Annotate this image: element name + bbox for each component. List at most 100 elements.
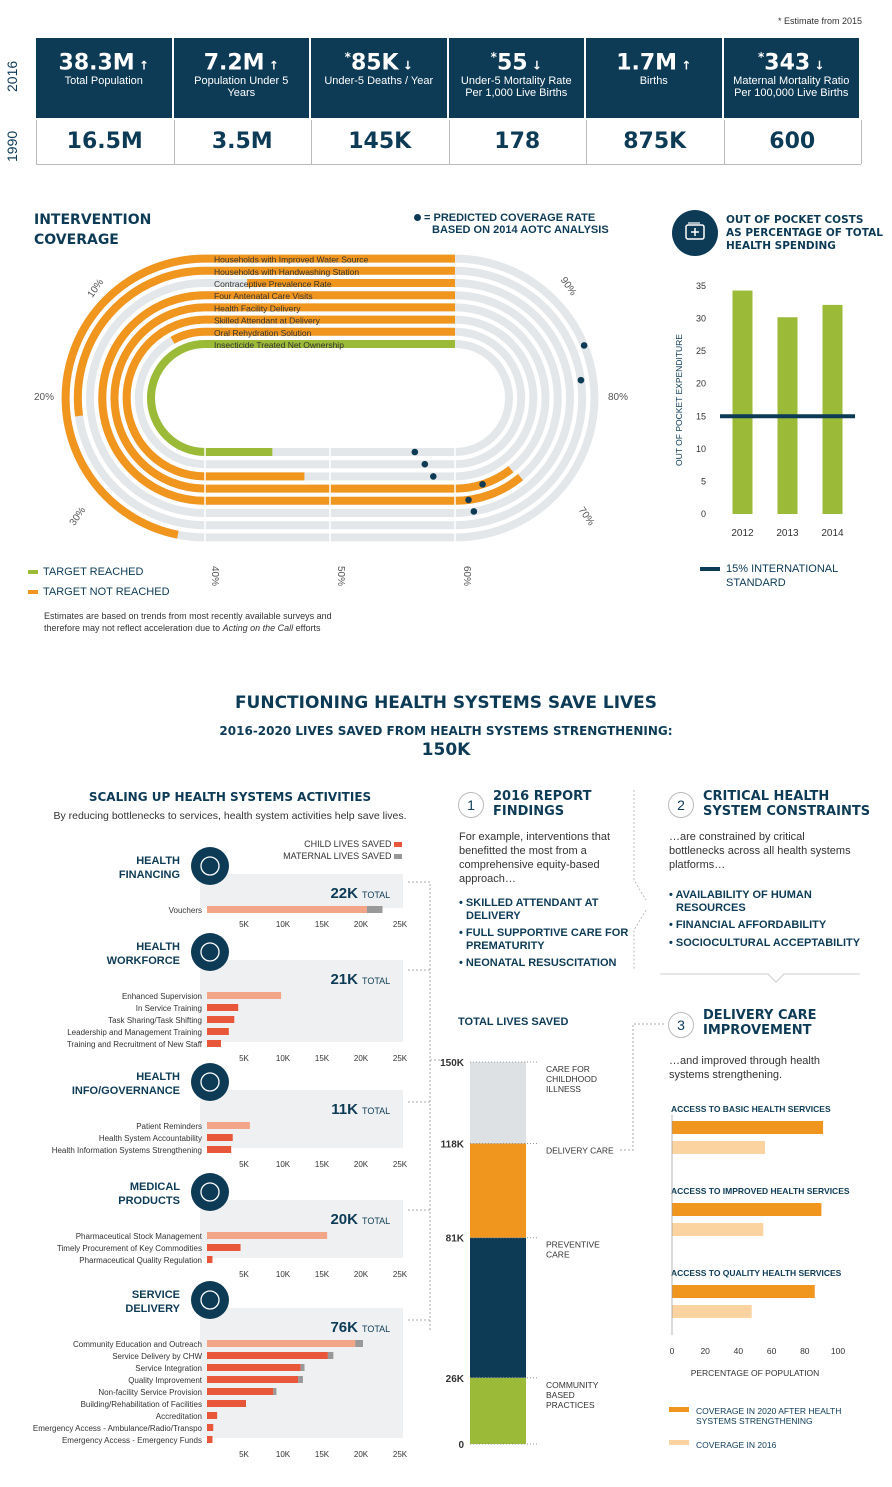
activity-xtick: 15K (315, 1270, 330, 1279)
coverage-title-line2: COVERAGE (34, 232, 119, 248)
child-bar (207, 1340, 356, 1347)
child-bar (207, 1256, 213, 1263)
stat-label: Under-5 Deaths / Year (324, 75, 434, 88)
coverage-label: Skilled Attendant at Delivery (214, 316, 321, 326)
child-bar (207, 1232, 328, 1239)
year-1990-label: 1990 (4, 130, 20, 162)
group-total-word: TOTAL (362, 1106, 390, 1116)
stat-value-text: 55 (496, 50, 528, 76)
maternal-swatch (394, 854, 402, 859)
activity-xtick: 20K (354, 1450, 369, 1459)
stat-1990-cell: 600 (723, 120, 861, 165)
activity-xtick: 10K (276, 1160, 291, 1169)
pct-label: 30% (68, 505, 89, 528)
activity-label: Accreditation (156, 1412, 202, 1421)
activity-xtick: 25K (393, 1054, 408, 1063)
stat-1990-cell: 875K (586, 120, 724, 165)
stat-2016-cell: *55 ↓ Under-5 Mortality Rate Per 1,000 Li… (448, 38, 584, 118)
finding-1-bullets: • SKILLED ATTENDANT AT DELIVERY • FULL SUP… (459, 892, 628, 970)
estimate-footnote: * Estimate from 2015 (777, 16, 862, 26)
predicted-legend-text: = PREDICTED COVERAGE RATE (424, 212, 596, 224)
pct-label: 90% (558, 275, 579, 298)
stat-1990-value: 3.5M (211, 129, 273, 154)
arrow-down-icon: ↓ (810, 58, 825, 73)
stat-1990-value: 875K (623, 129, 687, 154)
group-panel (200, 1308, 403, 1438)
stat-value-text: 85K (350, 50, 399, 76)
stat-2016-value: 1.7M ↑ (586, 50, 722, 75)
lives-segment-label: CARE FOR (546, 1064, 590, 1074)
access-xtick: 80 (800, 1346, 810, 1356)
group-panel (200, 874, 403, 908)
lives-ytick: 150K (440, 1058, 465, 1069)
target-reached-label: TARGET REACHED (43, 566, 144, 578)
stat-1990-cell: 3.5M (173, 120, 311, 165)
child-bar (207, 1376, 299, 1383)
monitor-icon-glyph (200, 1072, 220, 1092)
predicted-dot (421, 460, 429, 468)
group-name: SERVICE (132, 1289, 180, 1301)
maternal-bar (273, 1388, 277, 1395)
activity-xtick: 15K (315, 1160, 330, 1169)
oop-ytick: 30 (696, 314, 706, 324)
monitor-icon (191, 1063, 229, 1101)
activity-xtick: 20K (354, 1270, 369, 1279)
stat-1990-cell: 178 (448, 120, 586, 165)
lives-ytick: 118K (441, 1139, 465, 1150)
wallet-icon (672, 210, 718, 256)
access-category: ACCESS TO QUALITY HEALTH SERVICES (671, 1268, 842, 1278)
access-chart: ACCESS TO BASIC HEALTH SERVICES ACCESS TO… (669, 1104, 850, 1450)
stat-label: Population Under 5 Years (194, 75, 289, 100)
activities-chart: HEALTH FINANCING 22K TOTAL Vouchers 5K 10K 15K 2… (33, 847, 408, 1459)
activity-xtick: 25K (393, 1270, 408, 1279)
activity-xtick: 10K (276, 1450, 291, 1459)
predicted-dot (470, 508, 478, 515)
stat-1990-value: 16.5M (66, 129, 143, 154)
group-name: WORKFORCE (107, 955, 180, 967)
stat-value-text: 1.7M (616, 50, 678, 76)
estimate-star: * (490, 50, 497, 64)
finding-2-heading-line2: SYSTEM CONSTRAINTS (703, 804, 871, 819)
finding-text-line: bottlenecks across all health systems (669, 845, 851, 857)
predicted-dot (580, 342, 588, 349)
finding-1-heading: 2016 REPORT FINDINGS (493, 789, 591, 819)
finding-bullet: • AVAILABILITY OF HUMAN (669, 889, 812, 901)
stat-separator (311, 120, 312, 164)
lives-segment (470, 1062, 526, 1144)
pct-label: 80% (608, 392, 628, 403)
child-bar (207, 1004, 239, 1011)
oop-title-line1: OUT OF POCKET COSTS (726, 214, 864, 226)
child-swatch (394, 842, 402, 847)
child-lives-label: CHILD LIVES SAVED (304, 839, 392, 849)
coverage-bar (147, 340, 513, 456)
activity-label: Non-facility Service Provision (98, 1388, 202, 1397)
pills-icon (191, 1173, 229, 1211)
finding-2-text: …are constrained by critical bottlenecks … (669, 830, 851, 872)
activity-xtick: 5K (239, 1160, 249, 1169)
target-not-reached-label: TARGET NOT REACHED (43, 586, 170, 598)
stat-separator (173, 120, 175, 164)
section-divider (660, 973, 860, 983)
child-bar (207, 1134, 233, 1141)
stat-label: Births (639, 75, 668, 88)
stat-2016-value: *85K ↓ (311, 50, 447, 75)
health-systems-subtitle: 2016-2020 LIVES SAVED FROM HEALTH SYSTEM… (219, 724, 673, 738)
activity-label: In Service Training (136, 1004, 202, 1013)
activity-xtick: 5K (239, 1054, 249, 1063)
arrow-down-icon: ↓ (398, 58, 413, 73)
oop-legend-line2: STANDARD (726, 577, 786, 589)
chevron-divider (633, 790, 647, 970)
finding-bullet: • FULL SUPPORTIVE CARE FOR (459, 927, 629, 939)
stat-2016-cell: *85K ↓ Under-5 Deaths / Year (311, 38, 447, 118)
oop-title-line2: AS PERCENTAGE OF TOTAL (726, 227, 883, 239)
activity-label: Patient Reminders (136, 1122, 202, 1131)
oop-ytick: 10 (696, 444, 706, 454)
activity-xtick: 25K (393, 920, 408, 929)
finding-bullet: • SKILLED ATTENDANT AT (459, 897, 599, 909)
activity-xtick: 15K (315, 920, 330, 929)
child-bar (207, 1424, 214, 1431)
finding-1-number: 1 (458, 792, 484, 818)
finding-2-bullets: • AVAILABILITY OF HUMAN RESOURCES • FINANC… (669, 884, 860, 949)
oop-ytick: 5 (701, 476, 706, 486)
lives-ytick: 81K (446, 1234, 465, 1245)
